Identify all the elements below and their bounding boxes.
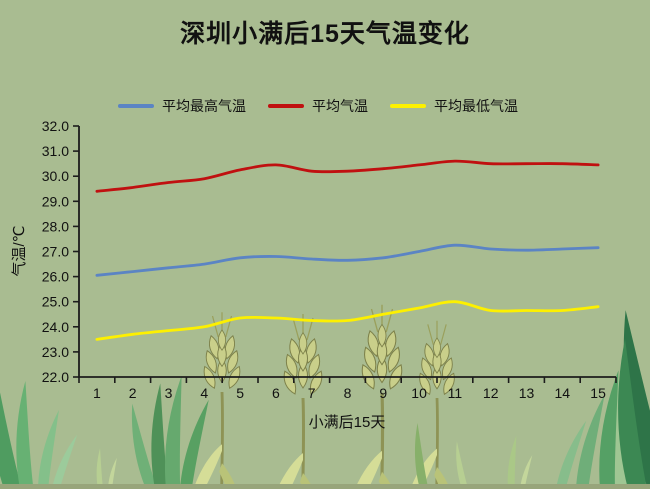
x-tick-label: 13 <box>519 385 535 401</box>
y-tick-label: 28.0 <box>42 218 69 234</box>
x-tick-label: 4 <box>200 385 208 401</box>
y-tick-label: 25.0 <box>42 294 69 310</box>
legend-label: 平均最高气温 <box>162 98 246 114</box>
y-tick-label: 29.0 <box>42 193 69 209</box>
x-tick-label: 12 <box>483 385 499 401</box>
x-tick-label: 6 <box>272 385 280 401</box>
y-tick-label: 31.0 <box>42 143 69 159</box>
legend-item-avg-temp: 平均气温 <box>268 96 368 116</box>
x-tick-label: 10 <box>411 385 427 401</box>
x-tick-label: 15 <box>590 385 606 401</box>
y-tick-label: 23.0 <box>42 344 69 360</box>
x-tick-label: 11 <box>448 385 463 401</box>
legend-item-max-temp: 平均最高气温 <box>118 96 246 116</box>
x-axis-title: 小满后15天 <box>308 414 386 431</box>
y-tick-label: 22.0 <box>42 369 69 385</box>
y-tick-label: 24.0 <box>42 319 69 335</box>
legend-line-swatch-yellow <box>390 104 426 108</box>
legend-label: 平均最低气温 <box>434 98 518 114</box>
y-tick-label: 32.0 <box>42 118 69 134</box>
x-tick-label: 7 <box>308 385 316 401</box>
series-line-平均最低气温 <box>95 300 600 341</box>
x-tick-label: 1 <box>93 385 101 401</box>
legend: 平均最高气温 平均气温 平均最低气温 <box>118 96 518 116</box>
x-tick-label: 9 <box>379 385 387 401</box>
x-tick-label: 5 <box>236 385 244 401</box>
y-tick-label: 30.0 <box>42 168 69 184</box>
x-tick-label: 2 <box>129 385 137 401</box>
chart-title: 深圳小满后15天气温变化 <box>180 20 470 48</box>
legend-item-min-temp: 平均最低气温 <box>390 96 518 116</box>
y-tick-label: 26.0 <box>42 269 69 285</box>
y-axis-title: 气温/℃ <box>11 225 28 277</box>
series-line-平均气温 <box>95 159 600 193</box>
x-tick-label: 3 <box>165 385 173 401</box>
y-tick-label: 27.0 <box>42 244 69 260</box>
x-tick-label: 14 <box>555 385 571 401</box>
legend-label: 平均气温 <box>312 98 368 114</box>
bottom-strip <box>0 484 650 489</box>
legend-line-swatch-red <box>268 104 304 108</box>
series-line-平均最高气温 <box>95 243 600 277</box>
legend-line-swatch-blue <box>118 104 154 108</box>
x-tick-label: 8 <box>344 385 352 401</box>
